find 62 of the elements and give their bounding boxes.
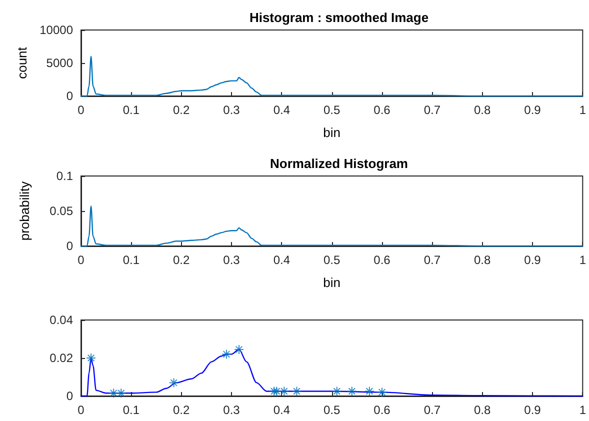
- x-tick-label: 0: [78, 253, 85, 267]
- x-tick-label: 0.9: [524, 403, 542, 417]
- x-tick-label: 0.1: [122, 403, 140, 417]
- x-tick-label: 0.9: [524, 103, 542, 117]
- y-tick-label: 0: [66, 89, 74, 103]
- point: [346, 386, 357, 396]
- y-tick-label: 0.05: [50, 204, 74, 218]
- x-tick-label: 0.4: [273, 253, 290, 267]
- x-tick-label: 0.5: [323, 403, 340, 417]
- x-axis-title: bin: [323, 275, 341, 290]
- x-tick-label: 0.6: [374, 103, 391, 117]
- x-tick-label: 0.6: [374, 403, 391, 417]
- x-tick-label: 0.7: [424, 253, 441, 267]
- x-tick-label: 0.3: [223, 253, 240, 267]
- y-tick-label: 5000: [46, 56, 74, 70]
- x-tick-label: 0.6: [374, 253, 391, 267]
- point: [269, 386, 280, 396]
- chart-title: Histogram : smoothed Image: [249, 10, 429, 25]
- y-tick-label: 0: [66, 239, 74, 253]
- point: [116, 388, 126, 398]
- y-tick-label: 0.02: [50, 351, 74, 365]
- x-tick-label: 0.8: [474, 103, 491, 117]
- x-tick-label: 0: [78, 403, 85, 417]
- x-tick-label: 0.8: [474, 403, 491, 417]
- point: [108, 388, 119, 398]
- x-tick-label: 0.4: [273, 403, 290, 417]
- point: [86, 353, 96, 363]
- y-tick-label: 0: [66, 389, 74, 403]
- x-tick-label: 0.2: [172, 253, 190, 267]
- x-tick-label: 0.5: [323, 253, 340, 267]
- point: [221, 349, 232, 360]
- x-tick-label: 0.8: [474, 253, 491, 267]
- x-tick-label: 1: [579, 403, 586, 417]
- x-tick-label: 0.4: [273, 103, 290, 117]
- x-tick-label: 0.9: [524, 253, 542, 267]
- point: [332, 386, 342, 396]
- y-tick-label: 0.1: [56, 169, 74, 183]
- x-tick-label: 0.5: [323, 103, 340, 117]
- x-tick-label: 0.7: [424, 403, 441, 417]
- y-axis-title: probability: [17, 180, 32, 241]
- y-axis-title: count: [14, 46, 30, 79]
- point: [168, 378, 179, 388]
- x-tick-label: 1: [579, 253, 586, 267]
- x-tick-label: 0: [78, 103, 85, 117]
- chart-title: Normalized Histogram: [270, 156, 408, 171]
- point: [272, 386, 282, 396]
- point: [292, 386, 302, 396]
- y-tick-label: 10000: [40, 23, 74, 37]
- point: [377, 387, 387, 398]
- x-tick-label: 1: [579, 103, 586, 117]
- x-tick-label: 0.2: [172, 403, 190, 417]
- x-tick-label: 0.3: [223, 103, 240, 117]
- x-tick-label: 0.7: [424, 103, 441, 117]
- point: [279, 386, 290, 396]
- x-tick-label: 0.2: [172, 103, 190, 117]
- x-tick-label: 0.1: [122, 253, 140, 267]
- point: [364, 386, 374, 396]
- y-tick-label: 0.04: [50, 313, 74, 327]
- point: [234, 344, 244, 354]
- x-tick-label: 0.1: [122, 103, 140, 117]
- x-axis-title: bin: [323, 125, 341, 140]
- x-tick-label: 0.3: [223, 403, 240, 417]
